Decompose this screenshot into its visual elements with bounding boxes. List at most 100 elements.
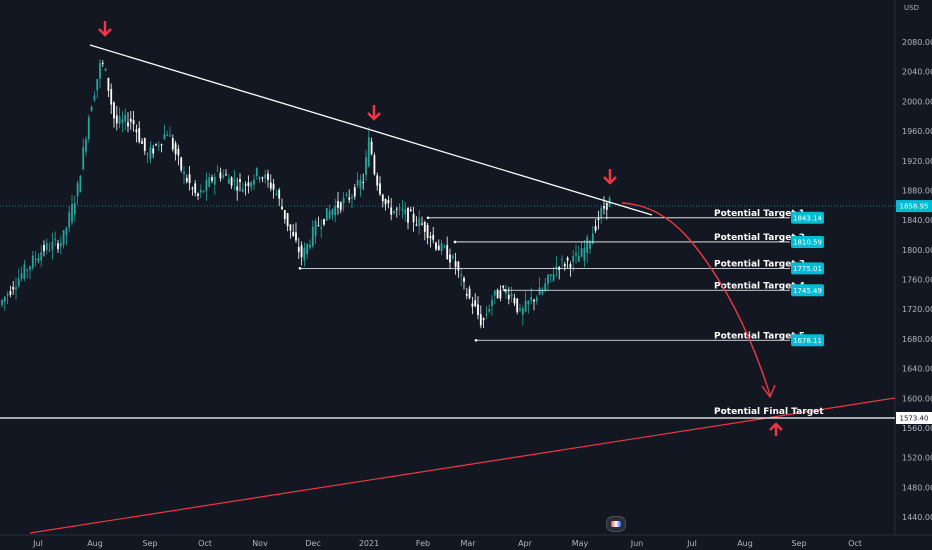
- candle-body: [233, 179, 236, 182]
- projection-curve: [621, 202, 771, 396]
- candle-body: [589, 241, 591, 249]
- candle-body: [169, 135, 171, 137]
- candle-body: [477, 304, 479, 316]
- projection-arrowhead: [761, 384, 776, 399]
- candle-body: [541, 289, 544, 294]
- candle-body: [183, 172, 185, 175]
- candle-body: [510, 293, 513, 297]
- candle-body: [317, 225, 320, 227]
- candle-body: [566, 257, 569, 261]
- candle-body: [412, 213, 415, 223]
- candle-body: [132, 120, 135, 125]
- x-tick-label: Nov: [252, 539, 268, 548]
- candle-body: [188, 174, 191, 184]
- candle-body: [124, 114, 127, 122]
- candle-body: [283, 210, 286, 220]
- target-label: Potential Target 3: [714, 259, 805, 269]
- candle-body: [395, 208, 398, 210]
- candle-body: [29, 266, 31, 270]
- y-tick-label: 1440.00: [902, 513, 932, 522]
- target-label: Potential Target 4: [714, 281, 805, 291]
- candle-body: [34, 258, 37, 260]
- x-tick-label: Sep: [142, 539, 157, 548]
- candle-body: [552, 274, 555, 281]
- candle-body: [121, 119, 124, 123]
- candle-body: [387, 199, 390, 204]
- candle-body: [157, 145, 160, 147]
- candle-body: [328, 210, 331, 219]
- target-value-tag: [791, 235, 824, 248]
- candle-body: [538, 287, 541, 296]
- candle-body: [479, 314, 482, 326]
- candle-body: [493, 290, 496, 296]
- candle-body: [339, 202, 342, 210]
- candle-body: [48, 250, 51, 252]
- candle-body: [390, 207, 393, 215]
- candle-body: [163, 133, 166, 139]
- candle-body: [547, 274, 549, 284]
- candle-body: [68, 212, 71, 228]
- candle-body: [255, 168, 258, 177]
- candle-body: [1, 300, 3, 306]
- candle-body: [155, 143, 157, 145]
- candle-body: [513, 297, 516, 304]
- target-value-text: 1745.49: [793, 287, 822, 295]
- candle-body: [71, 204, 73, 223]
- candle-body: [23, 264, 26, 279]
- candle-body: [423, 222, 426, 232]
- candle-body: [191, 187, 194, 189]
- target-value-text: 1678.11: [793, 337, 822, 345]
- candle-body: [59, 242, 62, 247]
- candle-body: [421, 223, 423, 225]
- y-tick-label: 1760.00: [902, 276, 932, 285]
- candle-body: [99, 62, 101, 79]
- candle-body: [367, 137, 370, 167]
- candle-body: [468, 288, 471, 298]
- x-tick-label: Dec: [305, 539, 320, 548]
- candle-body: [272, 183, 275, 190]
- candle-body: [107, 77, 110, 91]
- candle-body: [225, 174, 227, 176]
- y-tick-label: 1720.00: [902, 305, 932, 314]
- x-tick-label: Aug: [737, 539, 753, 548]
- candle-body: [230, 177, 233, 186]
- candle-body: [267, 173, 269, 180]
- candle-body: [521, 308, 524, 315]
- candle-body: [113, 102, 115, 119]
- candle-body: [569, 264, 572, 268]
- candle-body: [496, 289, 499, 299]
- candle-body: [85, 139, 87, 152]
- candle-body: [289, 224, 292, 231]
- candle-body: [57, 243, 59, 250]
- candle-body: [586, 237, 589, 254]
- candle-body: [345, 194, 348, 196]
- candle-body: [314, 221, 317, 237]
- candle-body: [264, 174, 267, 179]
- y-tick-label: 1680.00: [902, 335, 932, 344]
- y-tick-label: 1520.00: [902, 454, 932, 463]
- candle-body: [519, 308, 521, 311]
- candle-body: [253, 179, 255, 185]
- candle-body: [303, 248, 306, 261]
- candle-body: [213, 176, 216, 185]
- candle-body: [205, 180, 208, 192]
- candle-body: [43, 244, 45, 252]
- candle-body: [482, 318, 485, 320]
- candle-body: [292, 232, 295, 236]
- candle-body: [216, 170, 219, 172]
- x-tick-label: Jun: [630, 539, 644, 548]
- candle-body: [250, 182, 253, 188]
- candle-body: [127, 122, 129, 127]
- candle-body: [146, 154, 149, 156]
- candle-body: [239, 179, 241, 183]
- y-tick-label: 1960.00: [902, 127, 932, 136]
- up-arrow-head-icon: [769, 422, 783, 431]
- final-level-tag: [896, 411, 932, 424]
- candle-body: [370, 141, 373, 155]
- candle-body: [51, 241, 54, 250]
- x-tick-label: Jul: [686, 539, 697, 548]
- candle-body: [37, 258, 40, 263]
- candle-body: [398, 207, 401, 209]
- candle-body: [591, 233, 594, 244]
